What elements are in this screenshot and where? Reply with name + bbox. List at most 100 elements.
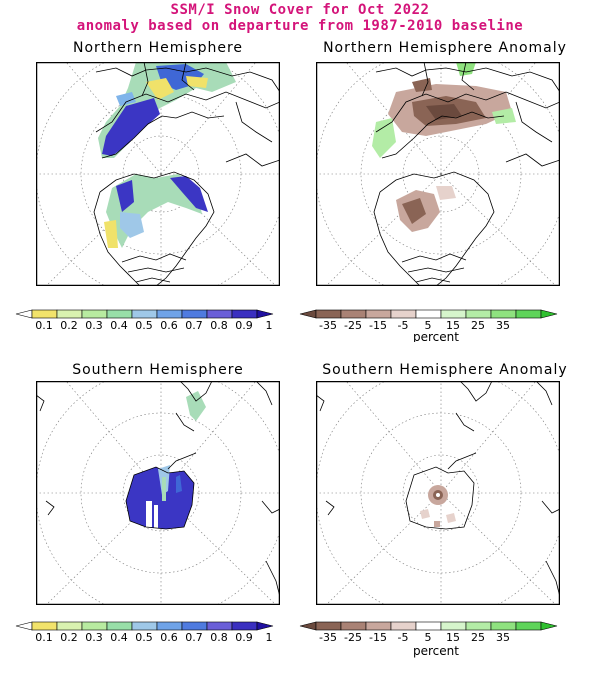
colorbar-label: 0.5: [135, 631, 153, 644]
anomaly-north-america: [396, 186, 456, 232]
colorbar-label: 0.3: [85, 319, 103, 332]
colorbar-swatch: [315, 309, 342, 319]
colorbar-arrow-low: [299, 621, 317, 631]
colorbar-label: 0.4: [110, 319, 128, 332]
colorbar-label: 0.6: [160, 631, 178, 644]
panel-title-nh-anomaly: Northern Hemisphere Anomaly: [323, 40, 567, 56]
colorbar-label: 15: [446, 319, 460, 332]
map-nh-snow: [36, 62, 280, 286]
colorbar-label: -5: [398, 319, 409, 332]
colorbar-label: -25: [344, 319, 362, 332]
colorbar-label: 0.1: [35, 319, 53, 332]
colorbar-swatch: [415, 309, 442, 319]
colorbar-label: 0.7: [185, 319, 203, 332]
colorbar-arrow-high: [256, 621, 274, 631]
colorbar-swatch: [365, 309, 392, 319]
colorbar-swatch: [390, 621, 417, 631]
colorbar-unit: percent: [413, 644, 459, 658]
colorbar-label: 0.6: [160, 319, 178, 332]
figure-title: SSM/I Snow Cover for Oct 2022: [170, 2, 430, 18]
colorbar-swatch: [515, 309, 542, 319]
panel-title-nh: Northern Hemisphere: [73, 40, 243, 56]
figure-subtitle: anomaly based on departure from 1987-201…: [76, 18, 524, 34]
coastlines: [93, 62, 280, 286]
colorbar-swatch: [465, 621, 492, 631]
colorbar-swatches: [15, 309, 274, 319]
colorbar-label: -35: [319, 631, 337, 644]
colorbar-label: 15: [446, 631, 460, 644]
colorbar-anomaly-top: -35 -25 -15 -5 5 15 25 35 percent: [299, 309, 558, 342]
colorbar-swatch: [340, 621, 367, 631]
colorbar-swatch: [56, 309, 83, 319]
colorbar-arrow-low: [15, 309, 33, 319]
panel-title-sh-anomaly: Southern Hemisphere Anomaly: [322, 362, 568, 378]
panel-title-sh: Southern Hemisphere: [72, 362, 244, 378]
colorbar-label: 0.2: [60, 319, 78, 332]
anomaly-antarctica: [420, 485, 456, 527]
map-sh-anomaly: [316, 381, 560, 605]
colorbar-swatch: [181, 621, 208, 631]
coastlines: [373, 62, 560, 286]
colorbar-swatches: [15, 621, 274, 631]
colorbar-swatch: [81, 309, 108, 319]
colorbar-swatch: [31, 309, 58, 319]
map-sh-snow: [36, 381, 280, 605]
colorbar-labels: -35 -25 -15 -5 5 15 25 35 percent: [319, 631, 510, 658]
colorbar-swatch: [465, 309, 492, 319]
colorbar-arrow-low: [15, 621, 33, 631]
colorbar-label: -15: [369, 319, 387, 332]
colorbar-labels: 0.1 0.2 0.3 0.4 0.5 0.6 0.7 0.8 0.9 1: [35, 631, 272, 644]
map-nh-anomaly: [316, 62, 560, 286]
coastlines: [316, 381, 560, 598]
colorbar-swatch: [490, 621, 517, 631]
colorbar-label: -35: [319, 319, 337, 332]
colorbar-swatch: [415, 621, 442, 631]
colorbar-swatch: [131, 309, 158, 319]
colorbar-label: 25: [471, 631, 485, 644]
colorbar-swatch: [365, 621, 392, 631]
colorbar-swatch: [106, 621, 133, 631]
colorbar-snow-fraction-top: 0.1 0.2 0.3 0.4 0.5 0.6 0.7 0.8 0.9 1: [15, 309, 274, 332]
colorbar-label: 0.9: [235, 631, 253, 644]
colorbar-label: 0.5: [135, 319, 153, 332]
colorbar-swatch: [231, 621, 258, 631]
colorbar-label: 5: [425, 319, 432, 332]
colorbar-arrow-high: [540, 309, 558, 319]
colorbar-swatch: [340, 309, 367, 319]
colorbar-arrow-low: [299, 309, 317, 319]
colorbar-label: 35: [496, 631, 510, 644]
colorbar-label: 0.2: [60, 631, 78, 644]
colorbar-swatch: [315, 621, 342, 631]
colorbar-unit: percent: [413, 330, 459, 342]
coastlines: [36, 381, 280, 598]
colorbar-label: -5: [398, 631, 409, 644]
colorbar-swatch: [206, 309, 233, 319]
colorbar-label: 0.7: [185, 631, 203, 644]
colorbar-swatch: [81, 621, 108, 631]
colorbar-arrow-high: [256, 309, 274, 319]
colorbar-snow-fraction-bottom: 0.1 0.2 0.3 0.4 0.5 0.6 0.7 0.8 0.9 1: [15, 621, 274, 644]
colorbar-label: 0.8: [210, 631, 228, 644]
colorbar-arrow-high: [540, 621, 558, 631]
colorbar-swatch: [156, 309, 183, 319]
colorbar-swatch: [231, 309, 258, 319]
colorbar-swatch: [490, 309, 517, 319]
colorbar-label: 25: [471, 319, 485, 332]
colorbar-label: 0.1: [35, 631, 53, 644]
snow-cover-north-america: [104, 174, 208, 248]
colorbar-anomaly-bottom: -35 -25 -15 -5 5 15 25 35 percent: [299, 621, 558, 658]
colorbar-swatches: [299, 621, 558, 631]
colorbar-label: 1: [266, 631, 273, 644]
colorbar-labels: -35 -25 -15 -5 5 15 25 35 percent: [319, 319, 510, 342]
colorbar-swatch: [206, 621, 233, 631]
colorbar-label: 5: [425, 631, 432, 644]
colorbar-swatch: [181, 309, 208, 319]
colorbar-label: 35: [496, 319, 510, 332]
colorbar-swatch: [156, 621, 183, 631]
colorbar-label: 0.9: [235, 319, 253, 332]
colorbar-swatch: [131, 621, 158, 631]
colorbar-label: 0.3: [85, 631, 103, 644]
colorbar-swatch: [440, 621, 467, 631]
graticule: [316, 381, 560, 605]
colorbar-labels: 0.1 0.2 0.3 0.4 0.5 0.6 0.7 0.8 0.9 1: [35, 319, 272, 332]
